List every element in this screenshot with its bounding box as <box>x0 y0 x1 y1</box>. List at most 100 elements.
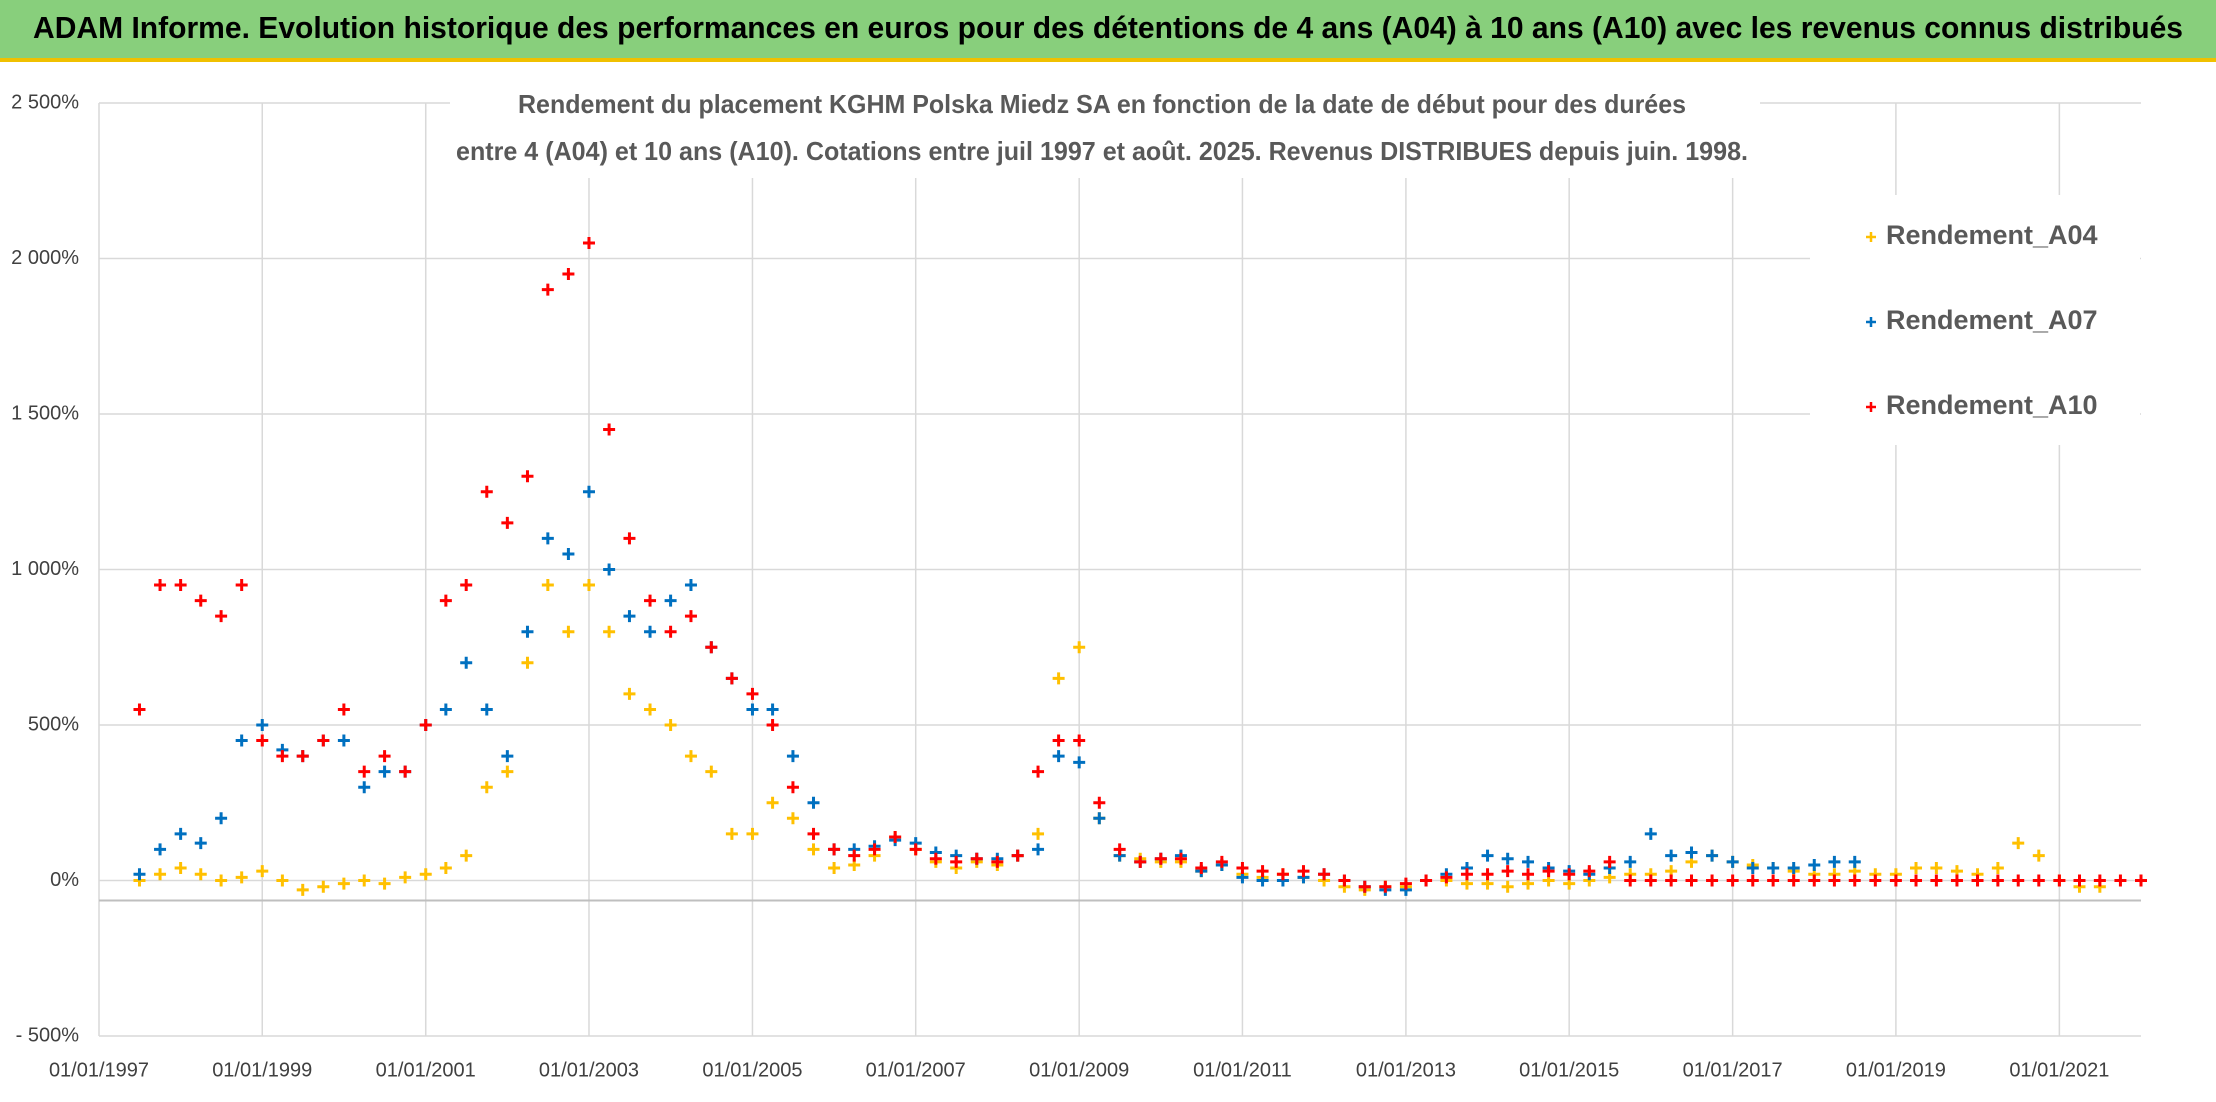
data-point <box>1910 862 1923 875</box>
y-tick-label: 2 000% <box>11 247 79 269</box>
data-point <box>399 871 412 884</box>
data-point <box>133 868 146 881</box>
data-point <box>154 579 167 592</box>
data-point <box>317 734 330 747</box>
data-point <box>439 594 452 607</box>
x-tick-label: 01/01/2003 <box>539 1059 639 1081</box>
data-point <box>337 734 350 747</box>
data-point <box>1093 812 1106 825</box>
data-point <box>1195 862 1208 875</box>
data-point <box>664 625 677 638</box>
data-point <box>1869 874 1882 887</box>
data-point <box>786 750 799 763</box>
data-point <box>215 874 228 887</box>
data-point <box>2012 874 2025 887</box>
data-point <box>1603 855 1616 868</box>
data-point <box>1848 855 1861 868</box>
data-point <box>868 843 881 856</box>
data-point <box>541 532 554 545</box>
data-point <box>154 868 167 881</box>
data-point <box>1991 862 2004 875</box>
data-point <box>1032 765 1045 778</box>
data-point <box>1032 827 1045 840</box>
chart-title: ADAM Informe. Evolution historique des p… <box>33 10 2183 45</box>
header-border <box>0 58 2216 62</box>
x-tick-label: 01/01/2009 <box>1029 1059 1129 1081</box>
data-point <box>1726 874 1739 887</box>
chart-subtitle: Rendement du placement KGHM Polska Miedz… <box>518 89 1686 119</box>
data-point <box>378 877 391 890</box>
data-point <box>1542 865 1555 878</box>
data-point <box>1746 862 1759 875</box>
data-point <box>174 862 187 875</box>
data-point <box>2093 874 2106 887</box>
data-point <box>1848 874 1861 887</box>
legend-label: Rendement_A07 <box>1886 305 2098 335</box>
data-point <box>358 874 371 887</box>
x-tick-label: 01/01/2007 <box>866 1059 966 1081</box>
data-point <box>133 703 146 716</box>
data-point <box>1276 868 1289 881</box>
chart-subtitle: entre 4 (A04) et 10 ans (A10). Cotations… <box>456 136 1748 166</box>
data-point <box>684 610 697 623</box>
x-tick-label: 01/01/2005 <box>702 1059 802 1081</box>
data-point <box>1522 868 1535 881</box>
data-point <box>848 849 861 862</box>
subtitle-box <box>450 84 1760 178</box>
data-point <box>603 563 616 576</box>
data-point <box>1052 734 1065 747</box>
data-point <box>1644 827 1657 840</box>
data-point <box>2032 874 2045 887</box>
data-point <box>705 765 718 778</box>
x-tick-label: 01/01/2019 <box>1846 1059 1946 1081</box>
data-point <box>1787 862 1800 875</box>
data-point <box>2135 874 2147 887</box>
data-point <box>1808 858 1821 871</box>
data-point <box>766 719 779 731</box>
legend: Rendement_A04 Rendement_A07 Rendement_A10 <box>1866 220 2098 420</box>
data-point <box>235 871 248 884</box>
data-point <box>1767 862 1780 875</box>
data-point <box>521 470 534 483</box>
data-point <box>215 812 228 825</box>
data-point <box>1522 855 1535 868</box>
data-point <box>909 843 922 856</box>
data-point <box>1032 843 1045 856</box>
y-tick-label: 1 000% <box>11 558 79 580</box>
data-point <box>215 610 228 623</box>
data-point <box>1358 880 1371 893</box>
data-point <box>1665 874 1678 887</box>
data-point <box>1052 672 1065 685</box>
data-point <box>2114 874 2127 887</box>
data-point <box>1073 734 1086 747</box>
data-point <box>1399 877 1412 890</box>
data-point <box>623 610 636 623</box>
data-point <box>174 827 187 840</box>
data-point <box>521 656 534 669</box>
data-point <box>419 719 432 731</box>
data-point <box>1481 849 1494 862</box>
data-point <box>562 268 575 281</box>
data-point <box>2032 849 2045 862</box>
data-point <box>439 703 452 716</box>
data-point <box>1685 846 1698 859</box>
data-point <box>1971 874 1984 887</box>
data-point <box>1644 874 1657 887</box>
x-tick-label: 01/01/1997 <box>49 1059 149 1081</box>
data-point <box>2012 837 2025 850</box>
data-point <box>582 579 595 592</box>
data-point <box>991 855 1004 868</box>
data-point <box>480 703 493 716</box>
data-point <box>235 734 248 747</box>
data-point <box>603 625 616 638</box>
y-tick-label: 500% <box>28 713 79 735</box>
data-point <box>1746 874 1759 887</box>
legend-marker <box>1866 232 1876 242</box>
legend-marker <box>1866 317 1876 327</box>
data-point <box>1073 756 1086 769</box>
data-point <box>337 877 350 890</box>
data-point <box>1297 865 1310 878</box>
marks <box>133 236 2147 896</box>
data-point <box>828 843 841 856</box>
x-tick-label: 01/01/2001 <box>376 1059 476 1081</box>
